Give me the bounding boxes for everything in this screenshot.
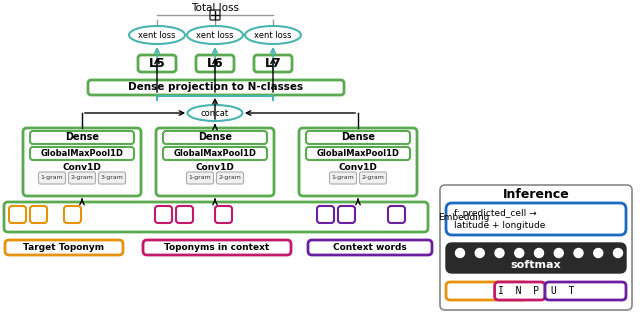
Text: Conv1D: Conv1D <box>196 163 234 171</box>
FancyBboxPatch shape <box>30 131 134 144</box>
Circle shape <box>476 249 484 257</box>
FancyBboxPatch shape <box>23 128 141 196</box>
FancyBboxPatch shape <box>138 55 176 72</box>
Text: GlobalMaxPool1D: GlobalMaxPool1D <box>40 149 124 158</box>
Text: latitude + longitude: latitude + longitude <box>454 221 545 230</box>
Text: 2-gram: 2-gram <box>219 176 241 180</box>
FancyBboxPatch shape <box>545 282 626 300</box>
FancyBboxPatch shape <box>495 282 545 300</box>
Text: GlobalMaxPool1D: GlobalMaxPool1D <box>173 149 257 158</box>
FancyBboxPatch shape <box>5 240 123 255</box>
FancyBboxPatch shape <box>446 203 626 235</box>
FancyBboxPatch shape <box>308 240 432 255</box>
Text: Inference: Inference <box>502 189 570 202</box>
Text: I  N  P  U  T: I N P U T <box>498 286 574 296</box>
Circle shape <box>574 249 583 257</box>
Ellipse shape <box>245 26 301 44</box>
FancyBboxPatch shape <box>9 206 26 223</box>
Text: Embedding: Embedding <box>438 212 490 222</box>
FancyBboxPatch shape <box>254 55 292 72</box>
Text: 1-gram: 1-gram <box>332 176 355 180</box>
Text: concat: concat <box>201 108 229 118</box>
Text: L5: L5 <box>148 57 165 70</box>
Circle shape <box>495 249 504 257</box>
FancyBboxPatch shape <box>163 131 267 144</box>
FancyBboxPatch shape <box>64 206 81 223</box>
Text: Dense: Dense <box>65 133 99 143</box>
Text: 2-gram: 2-gram <box>70 176 93 180</box>
FancyBboxPatch shape <box>163 147 267 160</box>
Circle shape <box>456 249 465 257</box>
FancyBboxPatch shape <box>388 206 405 223</box>
FancyBboxPatch shape <box>330 172 356 184</box>
FancyBboxPatch shape <box>30 206 47 223</box>
Text: 1-gram: 1-gram <box>40 176 63 180</box>
FancyBboxPatch shape <box>216 172 243 184</box>
Text: 3-gram: 3-gram <box>100 176 124 180</box>
FancyBboxPatch shape <box>210 10 220 20</box>
FancyBboxPatch shape <box>446 282 527 300</box>
FancyBboxPatch shape <box>196 55 234 72</box>
Text: Conv1D: Conv1D <box>339 163 378 171</box>
Text: GlobalMaxPool1D: GlobalMaxPool1D <box>317 149 399 158</box>
FancyBboxPatch shape <box>38 172 65 184</box>
Ellipse shape <box>187 26 243 44</box>
FancyBboxPatch shape <box>299 128 417 196</box>
Circle shape <box>515 249 524 257</box>
FancyBboxPatch shape <box>68 172 95 184</box>
Text: Dense: Dense <box>198 133 232 143</box>
Text: xent loss: xent loss <box>138 30 176 40</box>
Text: 2-gram: 2-gram <box>362 176 385 180</box>
Circle shape <box>594 249 603 257</box>
FancyBboxPatch shape <box>306 131 410 144</box>
Text: L7: L7 <box>264 57 282 70</box>
Ellipse shape <box>188 105 243 121</box>
FancyBboxPatch shape <box>88 80 344 95</box>
Ellipse shape <box>129 26 185 44</box>
FancyBboxPatch shape <box>155 206 172 223</box>
Text: 1-gram: 1-gram <box>189 176 211 180</box>
Text: L6: L6 <box>207 57 223 70</box>
FancyBboxPatch shape <box>440 185 632 310</box>
Text: Toponyms in context: Toponyms in context <box>164 243 269 252</box>
Text: Target Toponym: Target Toponym <box>24 243 104 252</box>
Text: Context words: Context words <box>333 243 407 252</box>
FancyBboxPatch shape <box>360 172 387 184</box>
Text: Dense: Dense <box>341 133 375 143</box>
Text: Conv1D: Conv1D <box>63 163 101 171</box>
FancyBboxPatch shape <box>99 172 125 184</box>
Text: f: predicted_cell →: f: predicted_cell → <box>454 209 536 217</box>
Text: xent loss: xent loss <box>254 30 292 40</box>
Text: Total loss: Total loss <box>191 3 239 13</box>
FancyBboxPatch shape <box>215 206 232 223</box>
FancyBboxPatch shape <box>446 243 626 273</box>
FancyBboxPatch shape <box>4 202 428 232</box>
FancyBboxPatch shape <box>30 147 134 160</box>
FancyBboxPatch shape <box>143 240 291 255</box>
FancyBboxPatch shape <box>317 206 334 223</box>
FancyBboxPatch shape <box>306 147 410 160</box>
Text: Dense projection to N-classes: Dense projection to N-classes <box>129 82 303 93</box>
Circle shape <box>534 249 543 257</box>
FancyBboxPatch shape <box>338 206 355 223</box>
FancyBboxPatch shape <box>156 128 274 196</box>
Circle shape <box>554 249 563 257</box>
FancyBboxPatch shape <box>186 172 214 184</box>
Circle shape <box>614 249 623 257</box>
Text: softmax: softmax <box>511 260 561 270</box>
Text: xent loss: xent loss <box>196 30 234 40</box>
FancyBboxPatch shape <box>176 206 193 223</box>
